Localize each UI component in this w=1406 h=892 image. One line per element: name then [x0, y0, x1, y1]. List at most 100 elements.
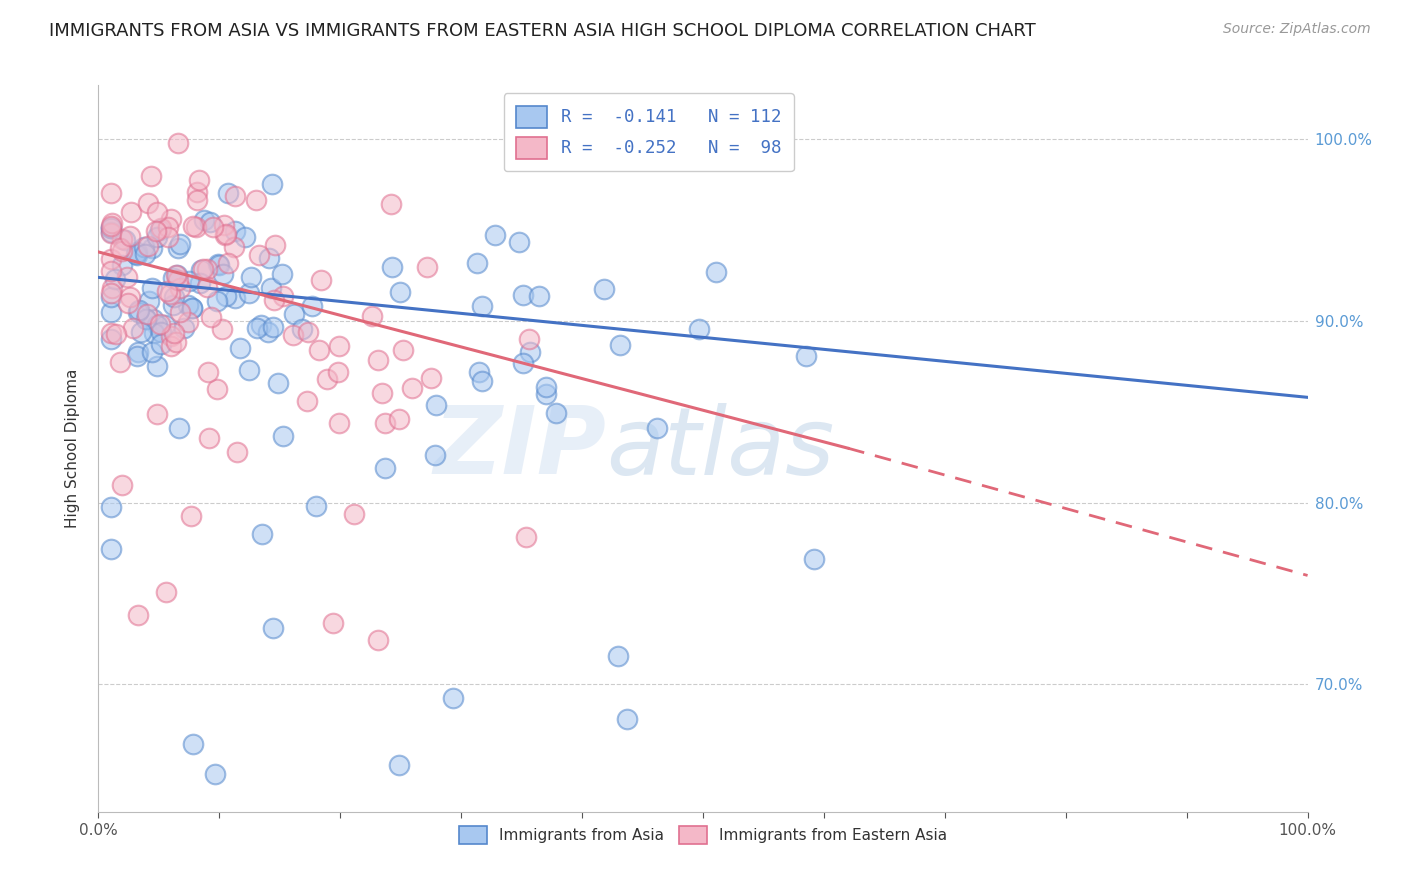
Y-axis label: High School Diploma: High School Diploma	[65, 368, 80, 528]
Point	[159, 286, 181, 301]
Point	[169, 305, 191, 319]
Point	[166, 268, 188, 283]
Point	[167, 242, 190, 256]
Point	[162, 270, 184, 285]
Point	[186, 193, 208, 207]
Point	[160, 339, 183, 353]
Point	[367, 353, 389, 368]
Point	[224, 224, 246, 238]
Point	[145, 224, 167, 238]
Point	[114, 233, 136, 247]
Point	[205, 293, 228, 308]
Point	[141, 241, 163, 255]
Point	[281, 327, 304, 342]
Point	[149, 222, 172, 236]
Point	[150, 325, 173, 339]
Point	[388, 412, 411, 426]
Point	[100, 285, 122, 300]
Point	[388, 758, 411, 772]
Point	[173, 321, 195, 335]
Point	[125, 349, 148, 363]
Point	[512, 288, 534, 302]
Point	[143, 326, 166, 341]
Point	[238, 363, 260, 377]
Point	[343, 508, 366, 522]
Point	[420, 371, 443, 385]
Point	[108, 354, 131, 368]
Point	[471, 374, 494, 388]
Point	[527, 289, 550, 303]
Point	[141, 281, 163, 295]
Point	[197, 365, 219, 379]
Point	[222, 239, 245, 253]
Text: ZIP: ZIP	[433, 402, 606, 494]
Point	[100, 219, 122, 234]
Point	[606, 649, 628, 664]
Point	[201, 219, 224, 234]
Point	[259, 281, 281, 295]
Point	[198, 431, 221, 445]
Point	[100, 332, 122, 346]
Point	[186, 185, 208, 199]
Point	[374, 417, 396, 431]
Point	[180, 508, 202, 523]
Point	[212, 267, 235, 281]
Point	[141, 344, 163, 359]
Point	[484, 228, 506, 243]
Point	[100, 326, 122, 340]
Point	[271, 267, 294, 281]
Point	[215, 288, 238, 302]
Text: Source: ZipAtlas.com: Source: ZipAtlas.com	[1223, 22, 1371, 37]
Point	[145, 407, 167, 421]
Point	[305, 500, 328, 514]
Point	[259, 251, 281, 265]
Point	[146, 359, 169, 373]
Point	[100, 221, 122, 235]
Point	[238, 285, 260, 300]
Point	[129, 325, 152, 339]
Point	[262, 177, 284, 191]
Point	[153, 318, 176, 332]
Point	[135, 312, 157, 326]
Point	[134, 247, 156, 261]
Point	[224, 189, 246, 203]
Point	[247, 247, 270, 261]
Point	[544, 406, 567, 420]
Point	[115, 269, 138, 284]
Point	[225, 445, 247, 459]
Point	[467, 365, 489, 379]
Point	[250, 527, 273, 541]
Point	[135, 307, 157, 321]
Point	[205, 382, 228, 396]
Point	[111, 258, 134, 272]
Point	[100, 226, 122, 240]
Point	[388, 285, 411, 300]
Point	[127, 608, 149, 623]
Point	[125, 247, 148, 261]
Point	[471, 300, 494, 314]
Point	[301, 299, 323, 313]
Point	[149, 336, 172, 351]
Point	[794, 349, 817, 363]
Point	[146, 230, 169, 244]
Point	[193, 212, 215, 227]
Point	[367, 632, 389, 647]
Point	[125, 245, 148, 260]
Point	[645, 421, 668, 435]
Point	[512, 356, 534, 370]
Point	[374, 461, 396, 475]
Point	[263, 237, 285, 252]
Point	[311, 272, 333, 286]
Text: IMMIGRANTS FROM ASIA VS IMMIGRANTS FROM EASTERN ASIA HIGH SCHOOL DIPLOMA CORRELA: IMMIGRANTS FROM ASIA VS IMMIGRANTS FROM …	[49, 22, 1036, 40]
Point	[515, 530, 537, 544]
Point	[177, 315, 200, 329]
Point	[534, 380, 557, 394]
Point	[257, 325, 280, 339]
Point	[246, 321, 269, 335]
Point	[191, 262, 214, 277]
Point	[100, 305, 122, 319]
Point	[519, 344, 541, 359]
Point	[136, 196, 159, 211]
Point	[371, 386, 394, 401]
Point	[207, 257, 229, 271]
